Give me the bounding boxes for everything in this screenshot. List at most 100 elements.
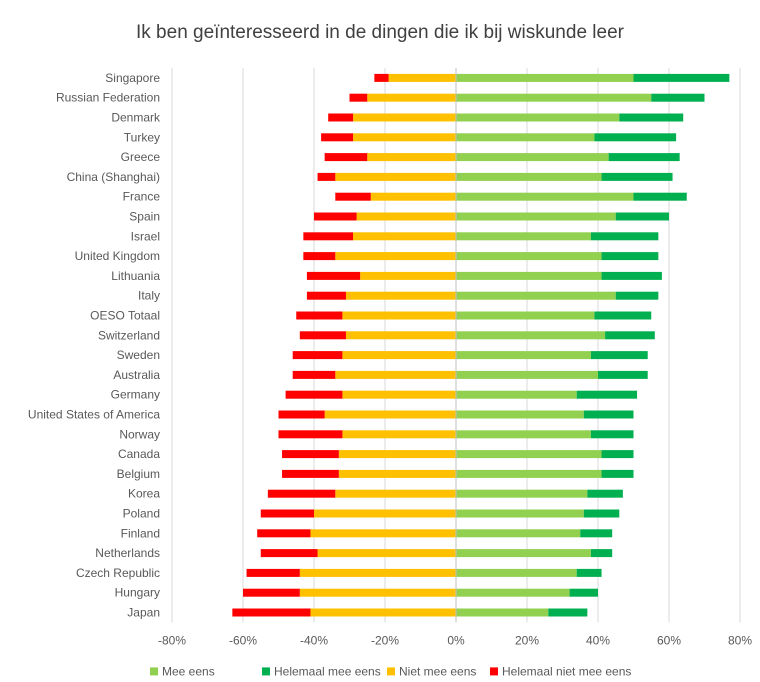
category-label: Turkey [124, 130, 160, 144]
bar-segment [456, 430, 591, 439]
bar-segment [388, 73, 456, 82]
bar-segment [267, 489, 336, 498]
bar-segment [335, 489, 456, 498]
bar-segment [292, 351, 343, 360]
bar-segment [317, 172, 336, 181]
bar-segment [342, 430, 456, 439]
bar-segment [456, 291, 616, 300]
bar-segment [456, 529, 581, 538]
x-tick-label: 60% [657, 633, 681, 647]
bar-segment [456, 370, 598, 379]
bar-segment [456, 252, 602, 261]
bar-segment [321, 133, 354, 142]
bar-segment [345, 291, 456, 300]
legend-label: Helemaal niet mee eens [502, 664, 631, 678]
legend-swatch [490, 667, 498, 676]
bar-segment [299, 568, 456, 577]
bar-segment [324, 410, 456, 419]
category-label: China (Shanghai) [67, 170, 160, 184]
category-label: Australia [113, 368, 160, 382]
category-label: Denmark [111, 111, 161, 125]
bar-segment [374, 73, 389, 82]
bar-segment [282, 469, 339, 478]
category-label: Sweden [117, 348, 160, 362]
bar-segment [456, 93, 652, 102]
category-label: Netherlands [95, 546, 160, 560]
bar-segment [456, 390, 577, 399]
bar-segment [338, 469, 456, 478]
bar-segment [633, 192, 687, 201]
bar-segment [345, 331, 456, 340]
category-label: Singapore [105, 71, 160, 85]
category-label: Belgium [117, 467, 160, 481]
bar-segment [335, 370, 456, 379]
category-label: Japan [127, 606, 160, 620]
bar-segment [456, 549, 591, 558]
bar-segment [367, 93, 456, 102]
bar-segment [456, 410, 584, 419]
bar-segment [296, 311, 343, 320]
bar-segment [601, 450, 634, 459]
bar-segment [456, 172, 602, 181]
bar-segment [651, 93, 705, 102]
category-label: Canada [118, 447, 160, 461]
bar-segment [615, 291, 659, 300]
bar-segment [353, 232, 456, 241]
bar-segment [456, 212, 616, 221]
bar-segment [299, 588, 456, 597]
bar-segment [456, 271, 602, 280]
legend-swatch [387, 667, 395, 676]
category-label: Russian Federation [56, 91, 160, 105]
bar-segment [292, 370, 336, 379]
bar-segment [335, 192, 371, 201]
bar-segment [243, 588, 300, 597]
bar-segment [246, 568, 300, 577]
bar-segment [576, 568, 602, 577]
category-label: Finland [121, 526, 160, 540]
bar-segment [456, 489, 588, 498]
bar-segment [456, 192, 634, 201]
category-label: OESO Totaal [90, 309, 160, 323]
bar-segment [317, 549, 456, 558]
bar-segment [278, 410, 325, 419]
bar-segment [456, 232, 591, 241]
legend-swatch [262, 667, 270, 676]
x-tick-label: -20% [371, 633, 399, 647]
category-label: Korea [128, 487, 160, 501]
bar-segment [590, 232, 659, 241]
x-tick-label: -80% [158, 633, 186, 647]
legend-label: Mee eens [162, 664, 215, 678]
bar-segment [342, 390, 456, 399]
bar-segment [342, 351, 456, 360]
bar-segment [285, 390, 343, 399]
bar-segment [232, 608, 311, 617]
bar-segment [598, 370, 648, 379]
bar-segment [260, 549, 318, 558]
bar-segment [456, 450, 602, 459]
bar-segment [335, 252, 456, 261]
bar-segment [615, 212, 669, 221]
x-tick-label: -60% [229, 633, 257, 647]
x-tick-label: 0% [447, 633, 465, 647]
bar-segment [456, 153, 609, 162]
bar-segment [367, 153, 456, 162]
bar-segment [310, 608, 456, 617]
bar-segment [456, 113, 620, 122]
bar-segment [456, 509, 584, 518]
category-label: Hungary [115, 586, 160, 600]
bar-segment [601, 469, 634, 478]
chart-title: Ik ben geïnteresseerd in de dingen die i… [136, 22, 624, 43]
bar-segment [548, 608, 588, 617]
category-label: Greece [121, 150, 161, 164]
bar-segment [299, 331, 346, 340]
bar-segment [456, 311, 595, 320]
bar-segment [456, 351, 591, 360]
bar-segment [583, 509, 620, 518]
bar-segment [583, 410, 634, 419]
bar-segment [349, 93, 368, 102]
bar-segment [335, 172, 456, 181]
bar-segment [569, 588, 598, 597]
category-label: United States of America [28, 408, 160, 422]
bar-segment [324, 153, 368, 162]
